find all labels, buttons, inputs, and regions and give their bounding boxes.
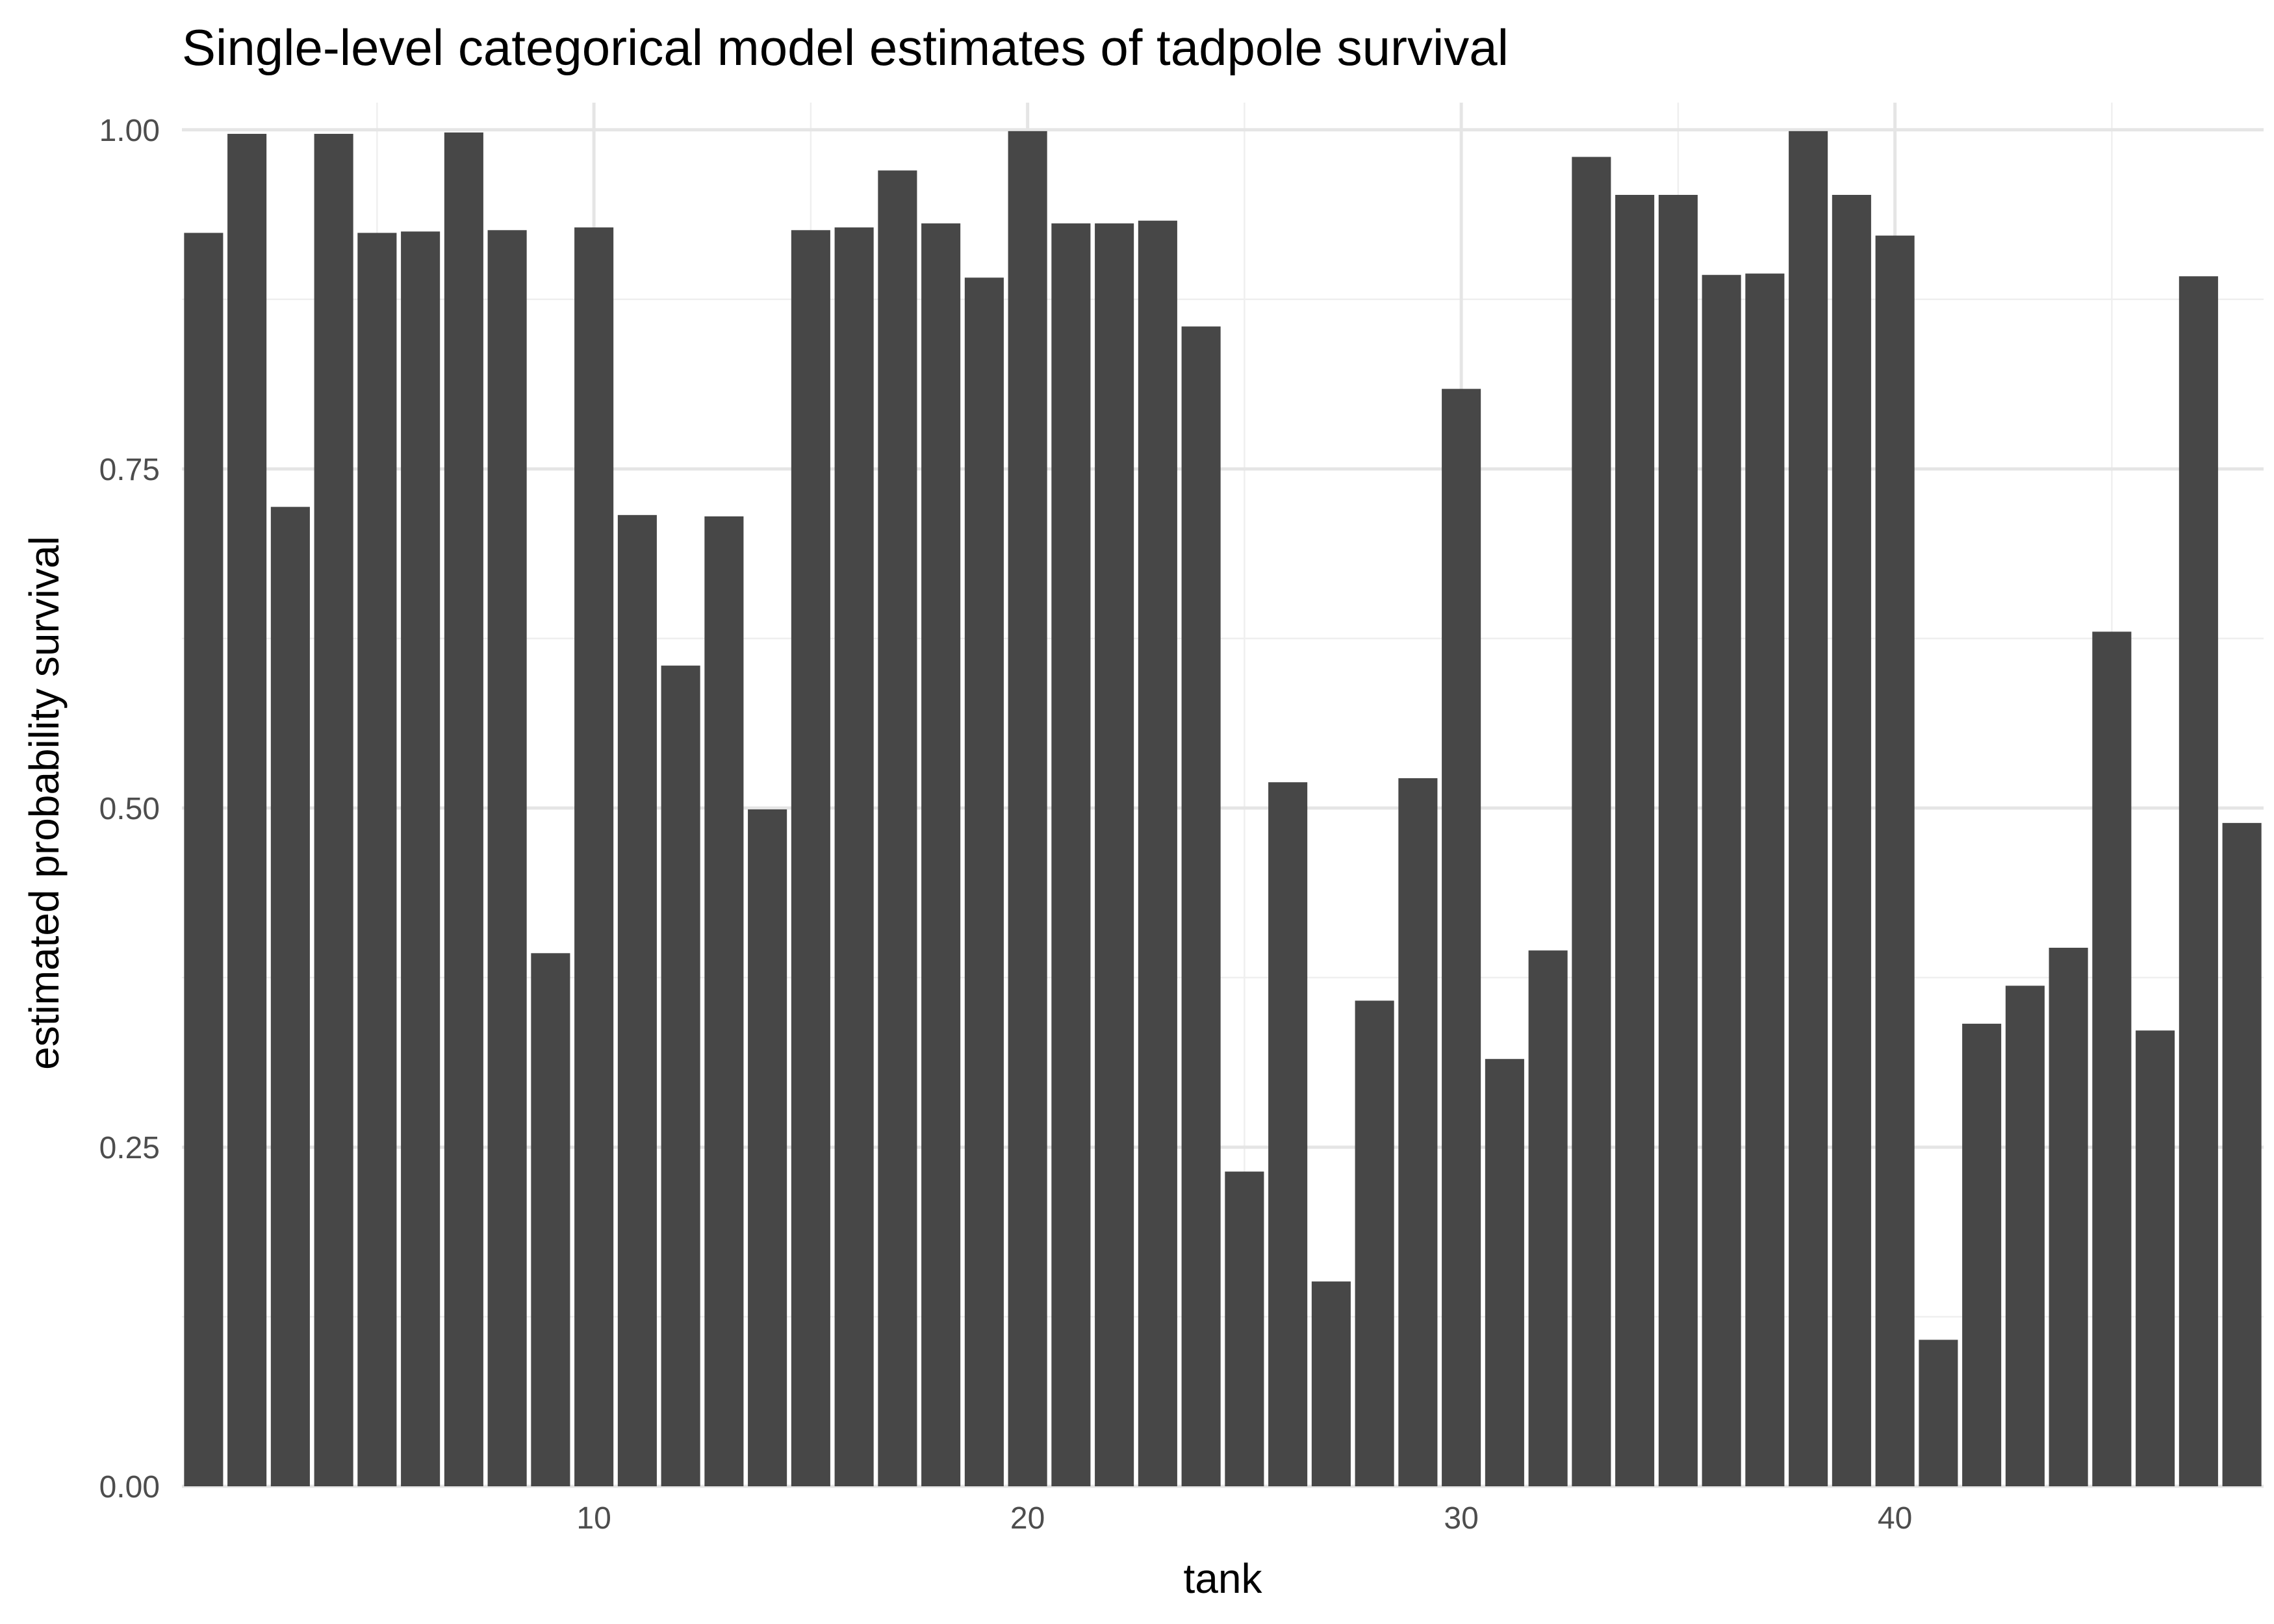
bar-tank-35 xyxy=(1658,195,1698,1486)
y-tick-label: 0.25 xyxy=(99,1131,160,1165)
bar-tank-21 xyxy=(1051,223,1091,1487)
bar-tank-7 xyxy=(444,132,483,1487)
bar-tank-31 xyxy=(1485,1059,1524,1486)
bar-tank-33 xyxy=(1572,157,1611,1486)
bar-tank-25 xyxy=(1225,1171,1264,1486)
bar-tank-12 xyxy=(661,665,700,1486)
bar-tank-3 xyxy=(270,507,310,1486)
bar-tank-22 xyxy=(1095,223,1134,1487)
bar-tank-13 xyxy=(704,516,744,1486)
bar-tank-44 xyxy=(2049,947,2088,1486)
y-tick-label: 1.00 xyxy=(99,114,160,148)
bar-tank-27 xyxy=(1311,1281,1351,1486)
x-tick-label: 40 xyxy=(1878,1501,1912,1536)
bar-tank-10 xyxy=(574,227,614,1486)
bar-tank-1 xyxy=(184,233,224,1486)
bar-tank-36 xyxy=(1702,275,1741,1487)
bar-tank-20 xyxy=(1008,131,1047,1486)
bar-tank-26 xyxy=(1268,782,1308,1486)
bar-tank-42 xyxy=(1962,1023,2002,1486)
y-tick-label: 0.00 xyxy=(99,1470,160,1504)
bar-tank-9 xyxy=(531,953,570,1486)
bar-tank-40 xyxy=(1875,235,1915,1486)
x-tick-labels: 10 20 30 40 xyxy=(576,1501,1912,1536)
bar-tank-15 xyxy=(791,230,830,1486)
bar-tank-28 xyxy=(1355,1000,1394,1486)
bar-tank-32 xyxy=(1528,950,1568,1486)
x-axis-title: tank xyxy=(1184,1555,1263,1602)
bar-tank-16 xyxy=(834,227,874,1486)
y-tick-label: 0.50 xyxy=(99,792,160,826)
bar-tank-24 xyxy=(1181,326,1221,1486)
bar-tank-37 xyxy=(1745,273,1785,1486)
y-tick-labels: 0.00 0.25 0.50 0.75 1.00 xyxy=(99,114,160,1504)
bar-tank-17 xyxy=(878,170,917,1487)
chart-title: Single-level categorical model estimates… xyxy=(182,19,1509,76)
bar-tank-47 xyxy=(2178,276,2218,1486)
bar-tank-29 xyxy=(1398,778,1438,1486)
bar-tank-39 xyxy=(1832,195,1871,1486)
bar-tank-34 xyxy=(1615,195,1655,1486)
x-tick-label: 30 xyxy=(1444,1501,1478,1536)
bars-layer xyxy=(184,131,2262,1487)
x-tick-label: 10 xyxy=(576,1501,611,1536)
bar-tank-4 xyxy=(314,134,353,1487)
bar-tank-46 xyxy=(2136,1030,2175,1486)
bar-tank-18 xyxy=(921,223,961,1487)
bar-tank-23 xyxy=(1138,220,1177,1486)
bar-tank-48 xyxy=(2222,822,2262,1486)
bar-tank-6 xyxy=(401,231,441,1487)
bar-tank-43 xyxy=(2005,985,2045,1486)
bar-tank-2 xyxy=(227,134,267,1487)
bar-tank-11 xyxy=(617,514,657,1487)
bar-tank-38 xyxy=(1789,131,1828,1486)
bar-tank-14 xyxy=(748,809,787,1486)
y-tick-label: 0.75 xyxy=(99,453,160,487)
bar-tank-41 xyxy=(1919,1339,1958,1486)
x-tick-label: 20 xyxy=(1010,1501,1045,1536)
y-axis-title: estimated probability survival xyxy=(21,536,68,1070)
bar-tank-19 xyxy=(964,277,1004,1487)
bar-tank-5 xyxy=(357,233,397,1486)
bar-tank-30 xyxy=(1442,388,1481,1486)
bar-tank-45 xyxy=(2092,631,2132,1486)
bar-tank-8 xyxy=(487,230,527,1486)
